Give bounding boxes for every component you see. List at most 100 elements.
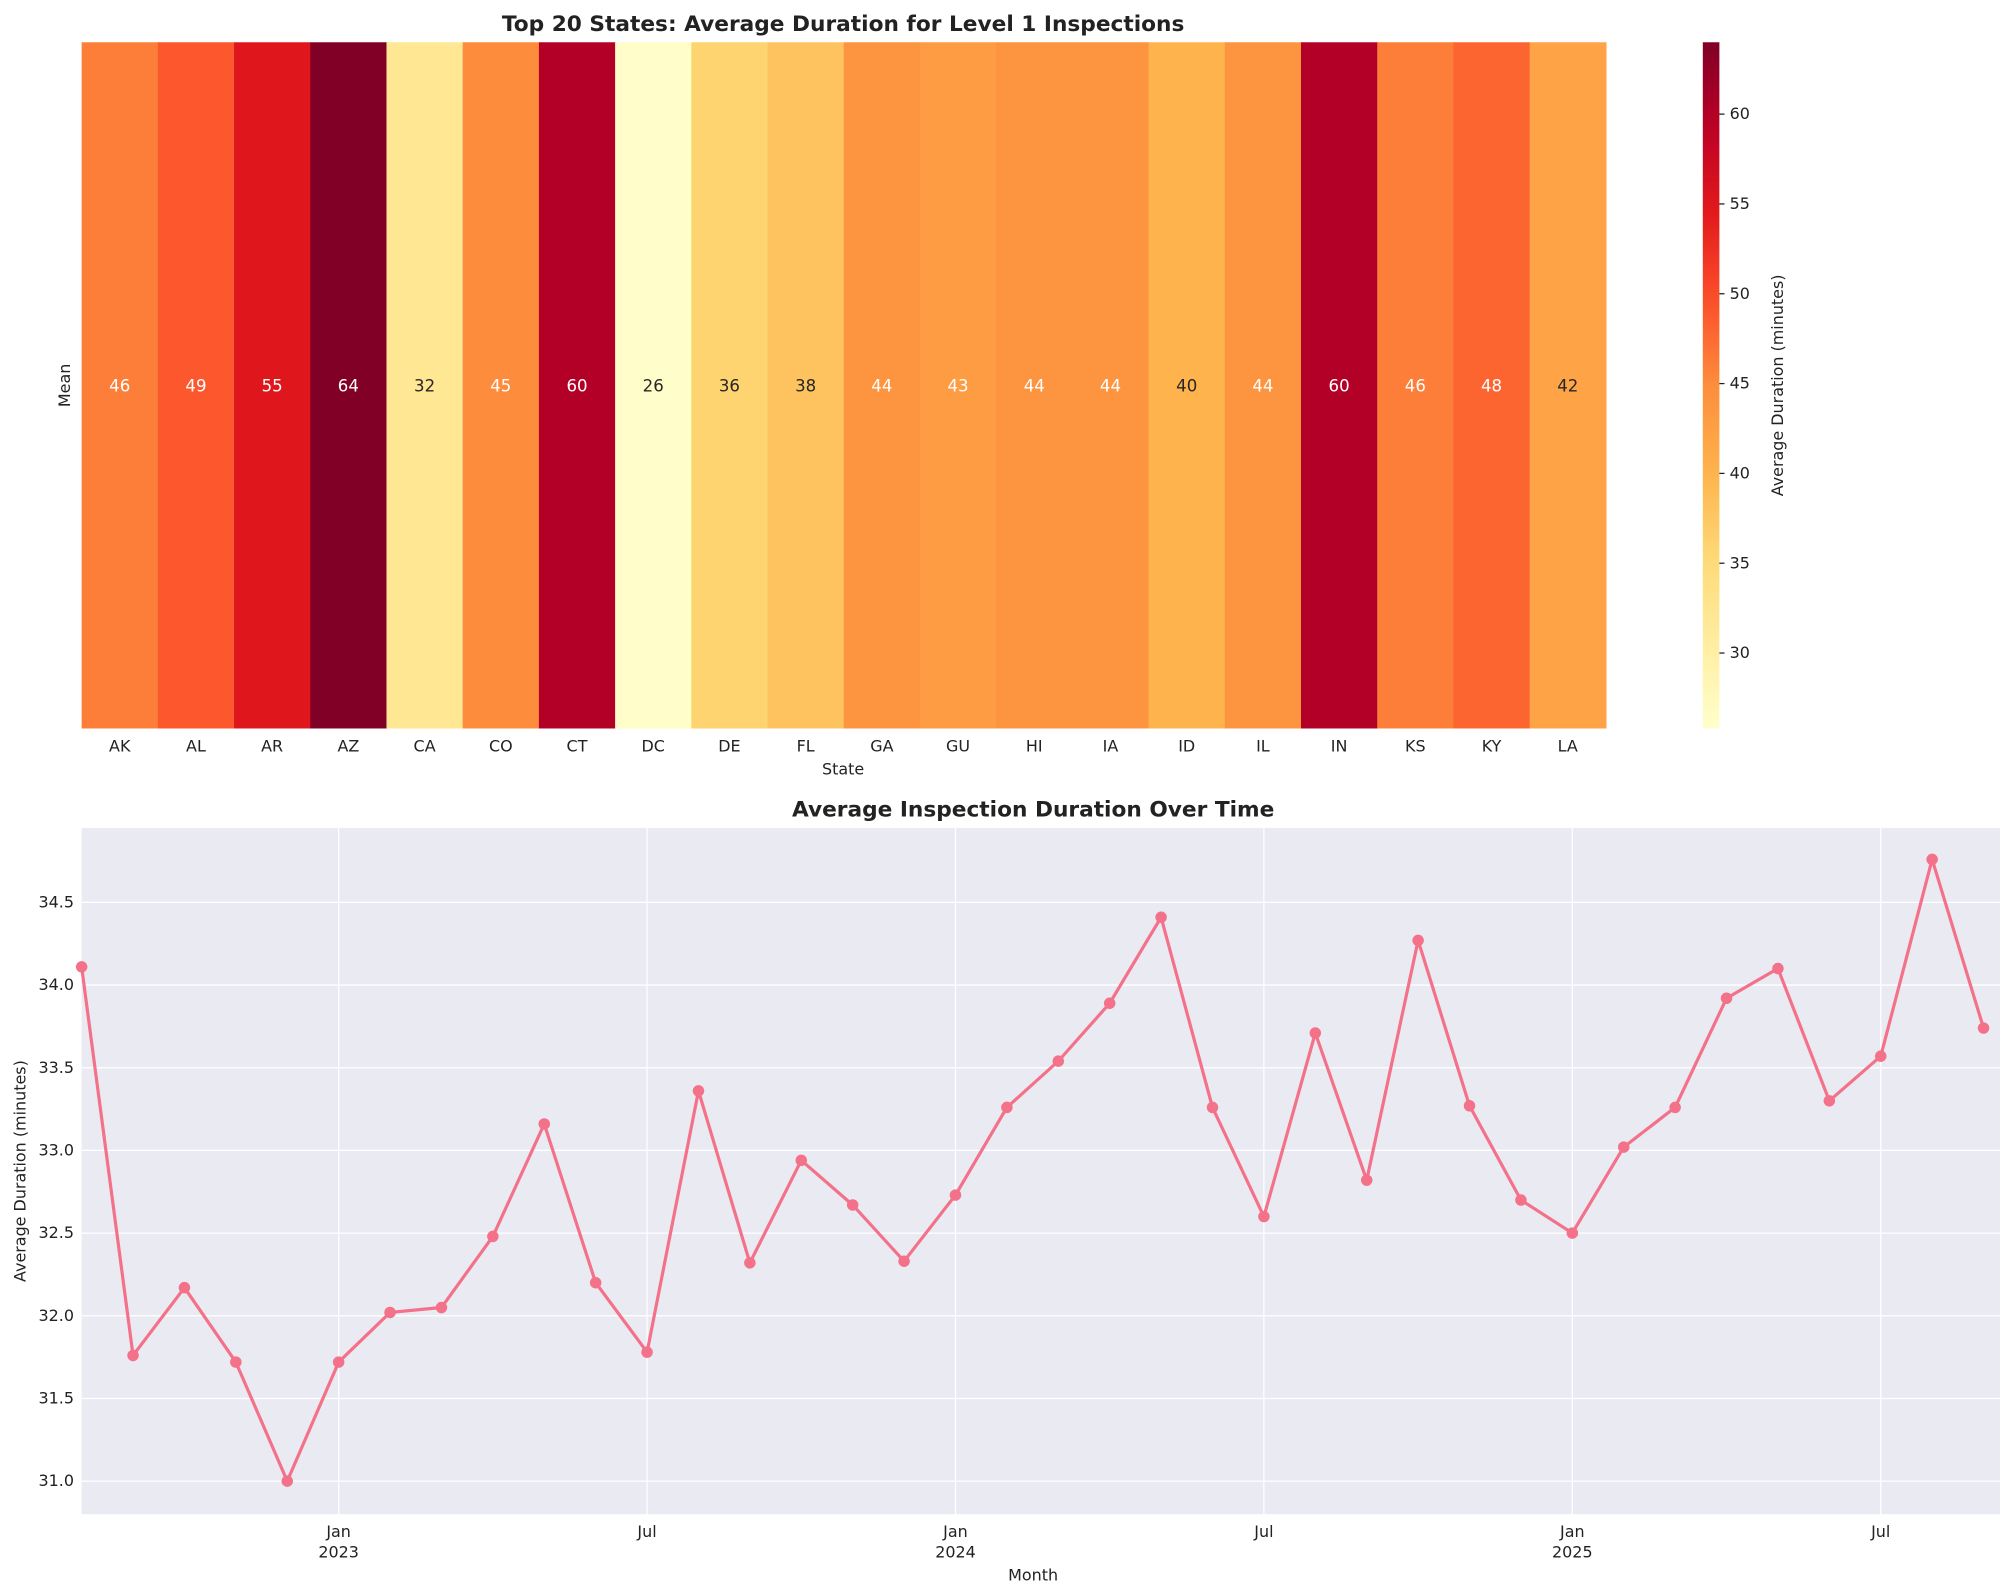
x-tick-label: Jan (325, 1522, 351, 1541)
y-tick-label: 32.0 (38, 1306, 74, 1325)
data-point (1206, 1101, 1219, 1114)
cell-value-label: 49 (185, 377, 206, 396)
data-point (1258, 1210, 1270, 1223)
x-tick-label: Jan (942, 1522, 968, 1541)
heatmap-cell (81, 42, 159, 729)
colorbar-bar (1702, 42, 1720, 729)
data-point (1463, 1100, 1476, 1112)
cell-value-label: 55 (262, 377, 283, 396)
cell-value-label: 44 (871, 377, 892, 396)
cell-value-label: 44 (1252, 377, 1273, 396)
line-chart-ylabel: Average Duration (minutes) (11, 1060, 30, 1282)
heatmap-cell (462, 42, 540, 729)
data-point (332, 1356, 345, 1368)
plot-background (81, 827, 2000, 1515)
heatmap-cell (1301, 42, 1378, 729)
heatmap-cell (996, 42, 1074, 729)
colorbar: 30 35 40 45 50 55 60 (1702, 42, 1750, 729)
data-point (1772, 962, 1784, 975)
cell-value-label: 26 (643, 377, 664, 396)
y-tick-label: 34.5 (38, 892, 74, 911)
heatmap-title: Top 20 States: Average Duration for Leve… (502, 12, 1185, 37)
heatmap-xlabel: State (822, 759, 864, 778)
heatmap-cell (843, 42, 921, 729)
data-point (744, 1257, 756, 1269)
x-tick-label: Jul (1870, 1522, 1890, 1541)
x-tick-label: LA (1558, 736, 1578, 755)
heatmap-cell (919, 42, 997, 729)
heatmap-cell (538, 42, 616, 729)
heatmap-cell (1224, 42, 1302, 729)
colorbar-tick-label: 45 (1730, 374, 1750, 393)
x-tick-label: Jul (1253, 1522, 1273, 1541)
heatmap-ylabel: Mean (55, 364, 74, 407)
y-tick-label: 31.5 (38, 1389, 74, 1408)
series-line (80, 857, 1986, 1483)
colorbar-tick-label: 55 (1730, 194, 1750, 213)
heatmap-cell (691, 42, 769, 729)
x-tick-label: AL (186, 736, 206, 755)
heatmap: 46 AK 49 AL 55 AR 64 AZ 32 CA 45 CO 60 CT 26 DC 36 DE 38 FL… (81, 42, 1607, 755)
line-chart-xlabel: Month (1008, 1566, 1058, 1585)
x-tick-label: Jan (1559, 1522, 1585, 1541)
cell-value-label: 45 (490, 377, 511, 396)
x-tick-label: DC (642, 736, 665, 755)
data-point (1412, 934, 1424, 947)
data-point (127, 1349, 139, 1362)
data-point (1001, 1101, 1013, 1114)
data-point (1926, 853, 1938, 866)
heatmap-cell (767, 42, 845, 729)
x-tick-label: Jul (636, 1522, 656, 1541)
heatmap-cell (386, 42, 464, 729)
data-point (1823, 1095, 1836, 1107)
data-point (1977, 1022, 1990, 1034)
x-tick-label: GA (870, 736, 893, 755)
cell-value-label: 44 (1024, 377, 1045, 396)
x-tick-year-label: 2025 (1552, 1543, 1593, 1562)
data-point (75, 961, 88, 973)
x-tick-label: KS (1405, 736, 1426, 755)
data-point (1617, 1141, 1630, 1153)
data-point (435, 1301, 448, 1314)
x-tick-label: IN (1331, 736, 1348, 755)
cell-value-label: 60 (1329, 377, 1350, 396)
data-point (1155, 911, 1167, 924)
cell-value-label: 64 (338, 377, 359, 396)
cell-value-label: 46 (1405, 377, 1426, 396)
data-point (384, 1306, 396, 1319)
x-tick-label: CO (489, 736, 513, 755)
data-point (1052, 1055, 1065, 1067)
data-point (1566, 1227, 1579, 1239)
x-tick-year-label: 2024 (935, 1543, 976, 1562)
colorbar-tick-label: 35 (1730, 553, 1750, 572)
x-tick-label: HI (1026, 736, 1043, 755)
data-point (178, 1281, 191, 1294)
data-point (692, 1085, 705, 1097)
y-tick-label: 34.0 (38, 975, 74, 994)
line-chart: 31.0 31.5 32.0 32.5 33.0 33.5 34.0 34.5 Jan 2023 J… (38, 827, 2000, 1562)
data-point (1875, 1050, 1887, 1062)
x-tick-label: FL (797, 736, 815, 755)
colorbar-tick-label: 50 (1730, 284, 1750, 303)
cell-value-label: 48 (1481, 377, 1502, 396)
data-point (1669, 1101, 1681, 1114)
y-tick-label: 31.0 (38, 1471, 74, 1490)
cell-value-label: 38 (795, 377, 816, 396)
x-tick-label: AR (261, 736, 283, 755)
x-tick-label: AK (109, 736, 131, 755)
heatmap-cell (1453, 42, 1531, 729)
data-point (1103, 997, 1116, 1009)
y-tick-label: 32.5 (38, 1223, 74, 1242)
data-point (1309, 1027, 1322, 1039)
cell-value-label: 40 (1176, 377, 1197, 396)
x-tick-label: CT (567, 736, 588, 755)
data-point (846, 1199, 859, 1211)
data-point (1360, 1174, 1373, 1186)
cell-value-label: 46 (109, 377, 130, 396)
data-point (538, 1118, 550, 1130)
x-tick-label: GU (946, 736, 970, 755)
cell-value-label: 43 (948, 377, 969, 396)
heatmap-cell (1377, 42, 1455, 729)
data-point (589, 1276, 602, 1289)
